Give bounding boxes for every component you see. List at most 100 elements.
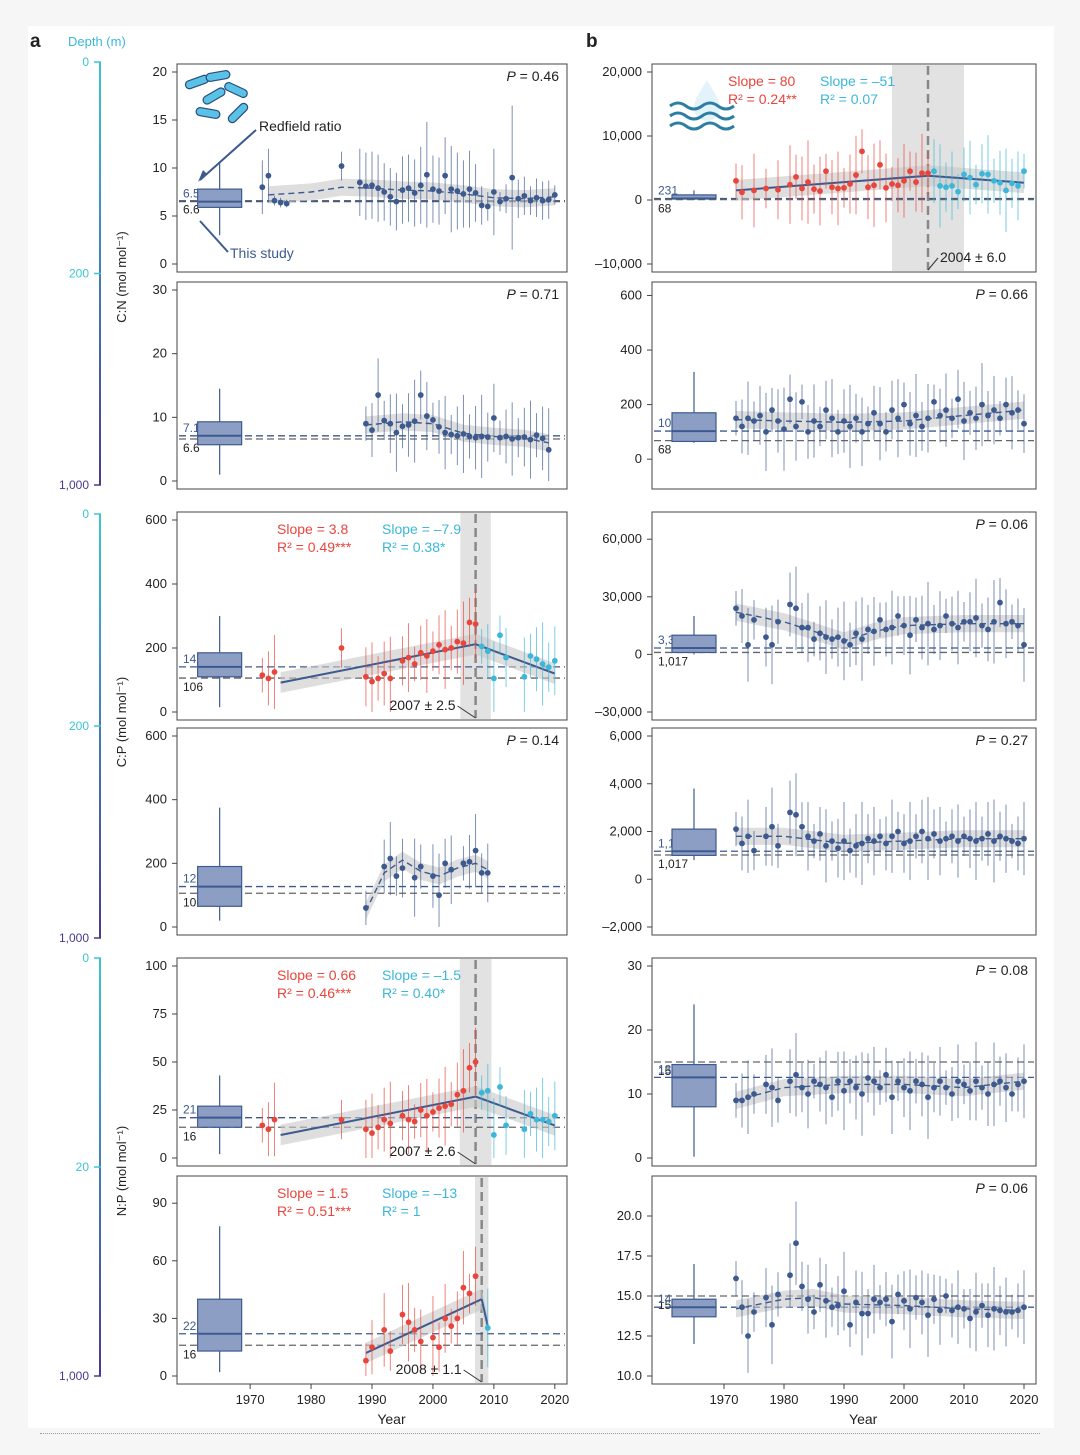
data-point: [521, 434, 528, 440]
data-point: [478, 869, 485, 876]
x-tick-label: 1980: [297, 1392, 326, 1407]
box-iqr: [671, 634, 717, 654]
data-point: [967, 409, 973, 416]
p-symbol: P: [975, 1180, 985, 1196]
y-tick-label: 0: [635, 1150, 642, 1165]
data-point: [733, 826, 739, 833]
data-point: [490, 189, 497, 195]
y-tick-label: 0: [160, 704, 167, 719]
data-point: [436, 423, 442, 430]
data-point: [949, 1307, 955, 1314]
data-point: [1021, 1078, 1027, 1085]
data-point: [775, 842, 781, 849]
fit-r2-late: R² = 0.38*: [382, 539, 446, 555]
data-point: [527, 197, 534, 204]
p-value: P = 0.66: [975, 286, 1028, 302]
y-tick-label: 15.0: [617, 1288, 642, 1303]
reference-label-study: 6.5: [183, 187, 200, 201]
data-point: [931, 398, 937, 405]
data-point: [769, 641, 775, 648]
data-point: [399, 1311, 406, 1318]
y-tick-label: 20: [153, 64, 167, 79]
data-point: [973, 1309, 979, 1315]
data-point: [889, 407, 895, 413]
data-point: [799, 398, 805, 405]
data-point: [919, 423, 925, 430]
data-point: [539, 1116, 546, 1123]
data-point: [423, 1112, 430, 1119]
data-point: [393, 873, 400, 879]
redfield-arrowhead: [198, 170, 207, 182]
data-point: [907, 838, 913, 844]
box-iqr: [197, 1298, 243, 1352]
data-point: [865, 626, 871, 633]
data-point: [823, 1084, 829, 1091]
data-point: [1021, 641, 1027, 648]
breakpoint-label: 2008 ± 1.1: [396, 1361, 462, 1377]
data-point: [283, 200, 290, 207]
data-point: [805, 179, 811, 185]
data-point: [871, 628, 877, 635]
data-point: [793, 605, 799, 612]
data-point: [799, 823, 805, 830]
panel-label-a: a: [30, 31, 41, 52]
y-tick-label: 10: [628, 1086, 642, 1101]
data-point: [338, 163, 345, 169]
data-point: [381, 1116, 388, 1123]
data-point: [472, 1273, 479, 1280]
data-point: [913, 1078, 919, 1085]
data-point: [369, 1130, 375, 1136]
data-point: [871, 1078, 877, 1085]
data-point: [841, 1087, 847, 1094]
data-point: [460, 1087, 467, 1094]
y-tick-label: –10,000: [595, 256, 642, 271]
reference-label-redfield: 106: [183, 680, 203, 694]
data-point: [448, 431, 455, 438]
data-point: [387, 855, 394, 862]
data-point: [448, 866, 455, 873]
bacteria-icon: [184, 70, 249, 124]
data-point: [901, 1084, 907, 1091]
data-point: [841, 838, 847, 844]
data-point: [515, 195, 522, 202]
data-point: [775, 1291, 781, 1298]
data-point: [411, 874, 418, 881]
data-point: [883, 1296, 889, 1303]
x-tick-label: 2020: [1010, 1392, 1039, 1407]
fit-r2-late: R² = 0.40*: [382, 985, 446, 1001]
data-point: [865, 184, 871, 191]
data-point: [937, 1307, 943, 1314]
data-point: [466, 1064, 473, 1071]
data-point: [466, 858, 473, 865]
data-point: [466, 619, 473, 626]
p-symbol: P: [975, 286, 985, 302]
depth-scale-3: 0 20 1,000: [59, 951, 101, 1383]
data-point: [829, 1304, 835, 1311]
data-point: [503, 1122, 509, 1129]
water-wave: [669, 101, 735, 111]
data-point: [919, 828, 925, 835]
y-tick-label: 90: [153, 1195, 167, 1210]
data-point: [913, 616, 919, 623]
data-point: [1003, 187, 1009, 194]
data-point: [466, 186, 473, 193]
data-point: [539, 661, 546, 667]
data-point: [853, 415, 859, 422]
panel-b1: –10,000 0 10,000 20,000 68 231 Slope = 80 R² = …: [595, 63, 1037, 273]
data-point: [913, 179, 919, 185]
data-point: [545, 196, 552, 203]
reference-label-study: 22: [183, 1319, 197, 1333]
box-iqr: [671, 1063, 717, 1108]
data-point: [763, 833, 769, 840]
data-point: [835, 428, 841, 435]
p-value: P = 0.27: [975, 732, 1028, 748]
data-point: [265, 172, 272, 179]
data-point: [763, 1294, 769, 1301]
fit-slope-late: Slope = –51: [820, 73, 895, 89]
data-point: [853, 1084, 859, 1091]
data-point: [417, 392, 424, 398]
data-point: [381, 189, 388, 195]
